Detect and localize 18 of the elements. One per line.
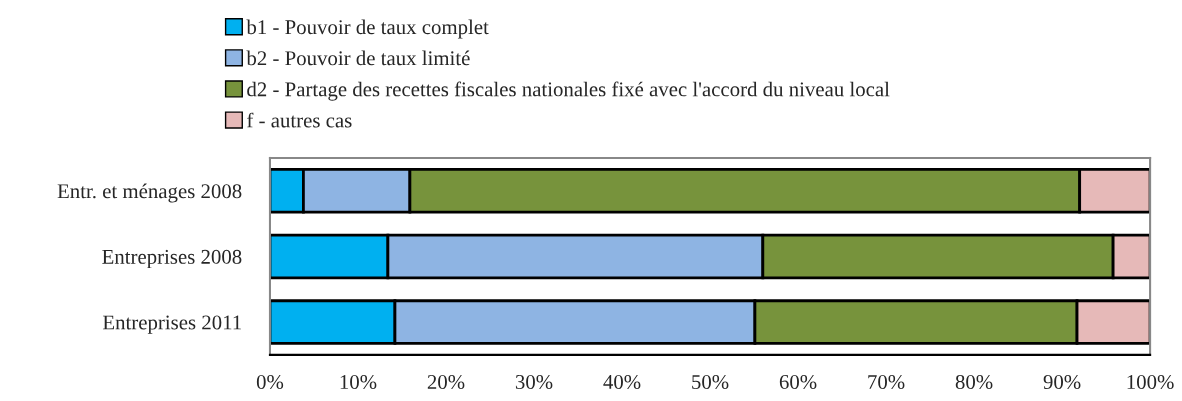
legend-label: b1 - Pouvoir de taux complet bbox=[246, 19, 489, 39]
x-tick-label: 0% bbox=[256, 374, 284, 390]
x-tick-label: 70% bbox=[868, 374, 905, 390]
x-tick-label: 80% bbox=[955, 374, 993, 390]
x-tick-label: 10% bbox=[340, 374, 377, 390]
x-tick-label: 20% bbox=[427, 374, 465, 390]
legend-label: b2 - Pouvoir de taux limité bbox=[246, 50, 470, 66]
x-tick-label: 40% bbox=[603, 374, 641, 390]
y-tick-label: Entreprises 2008 bbox=[102, 249, 242, 269]
x-tick-label: 90% bbox=[1043, 374, 1081, 390]
x-tick-label: 100% bbox=[1127, 374, 1174, 390]
y-tick-label: Entr. et ménages 2008 bbox=[57, 183, 242, 203]
x-tick-label: 30% bbox=[515, 374, 553, 390]
legend-label: f - autres cas bbox=[247, 112, 352, 128]
x-tick-label: 60% bbox=[779, 374, 817, 390]
y-tick-label: Entreprises 2011 bbox=[102, 315, 241, 334]
legend-label: d2 - Partage des recettes fiscales nationales fixé avec l'accord du niveau local bbox=[247, 81, 890, 101]
x-tick-label: 50% bbox=[692, 374, 729, 390]
